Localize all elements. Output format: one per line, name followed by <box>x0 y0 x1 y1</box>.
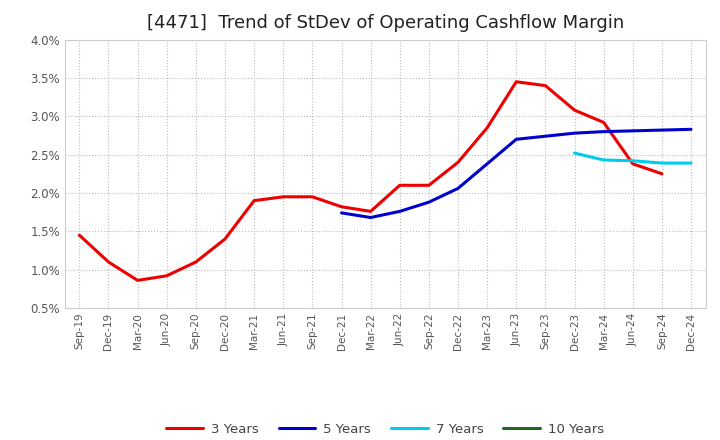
Title: [4471]  Trend of StDev of Operating Cashflow Margin: [4471] Trend of StDev of Operating Cashf… <box>147 15 624 33</box>
Legend: 3 Years, 5 Years, 7 Years, 10 Years: 3 Years, 5 Years, 7 Years, 10 Years <box>161 418 610 440</box>
